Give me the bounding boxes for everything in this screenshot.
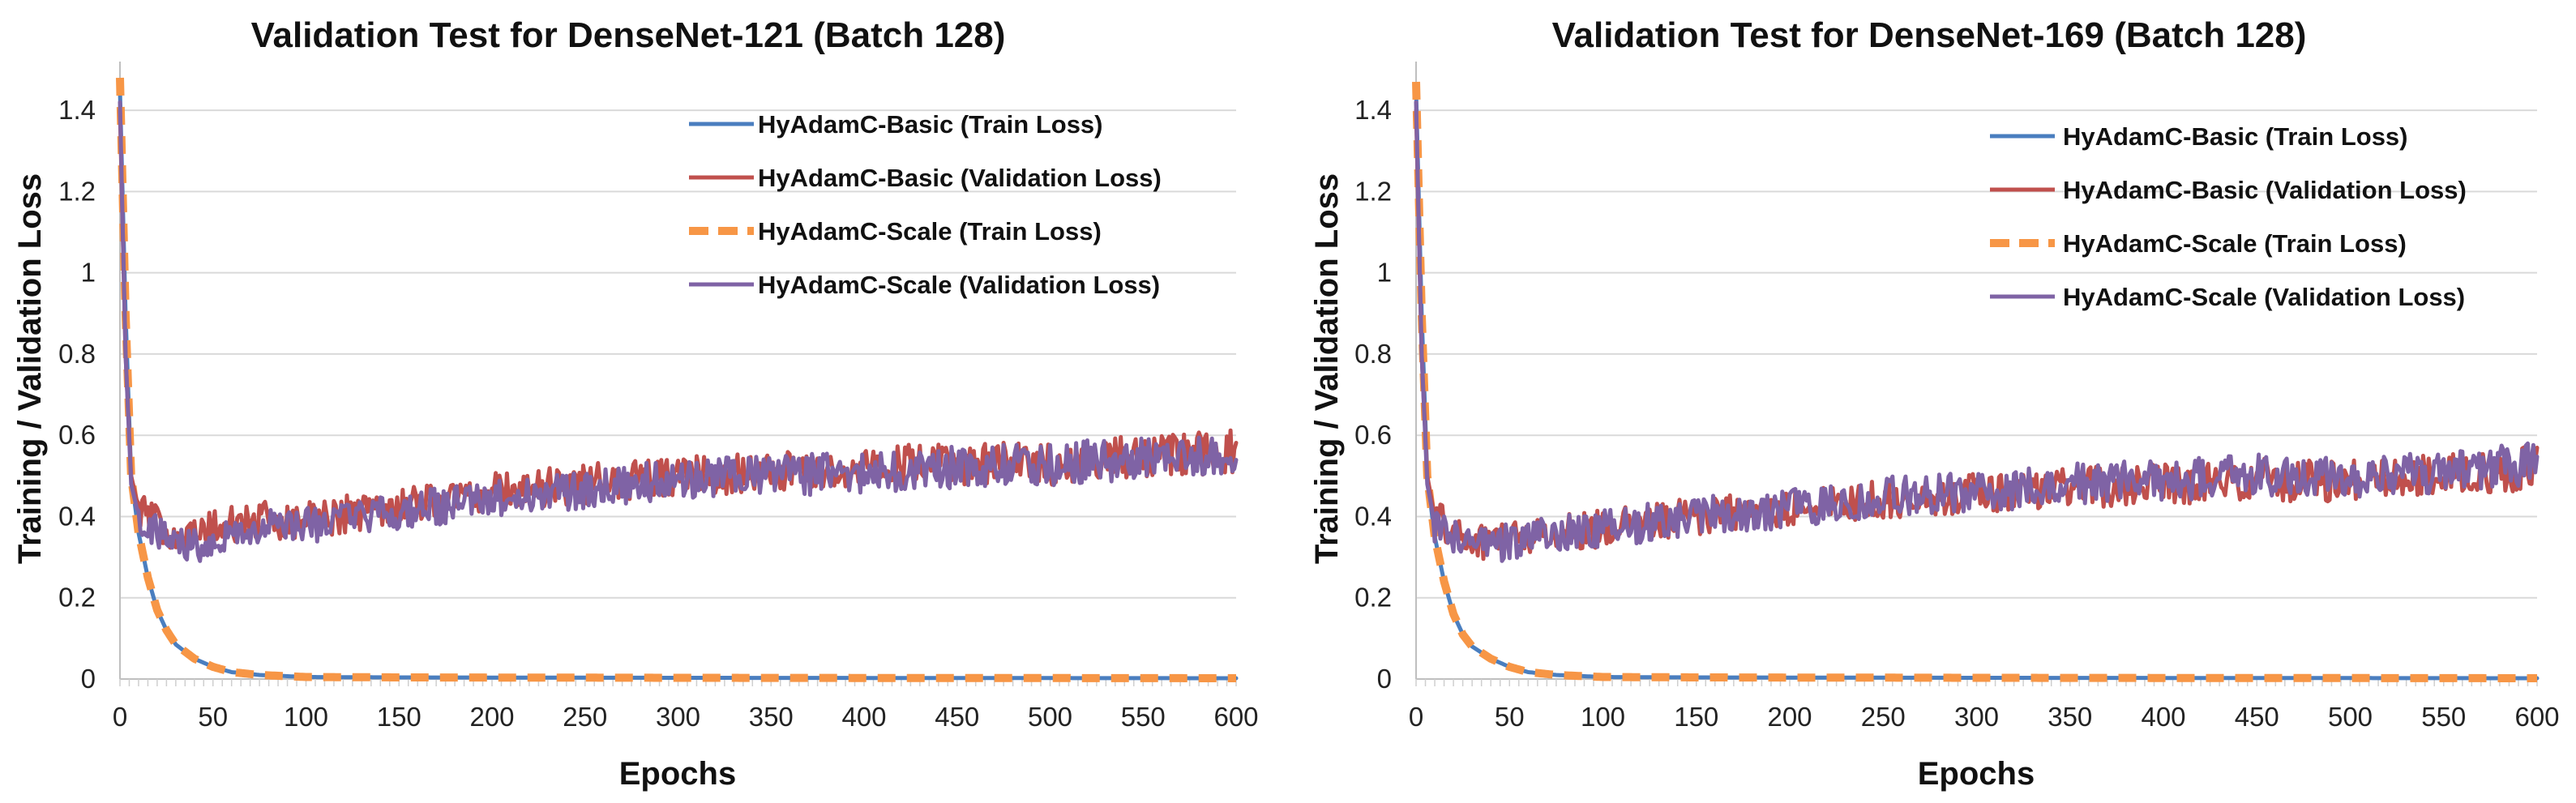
y-tick-label: 1	[1377, 258, 1392, 288]
x-tick-label: 450	[935, 702, 979, 732]
y-tick-label: 0.8	[1354, 339, 1392, 369]
x-tick-label: 350	[749, 702, 794, 732]
y-tick-label: 1.4	[58, 95, 96, 125]
x-tick-label: 0	[113, 702, 127, 732]
x-tick-label: 400	[841, 702, 886, 732]
x-tick-label: 50	[198, 702, 228, 732]
series-line-4	[1414, 100, 2540, 563]
chart-title: Validation Test for DenseNet-121 (Batch …	[251, 15, 1006, 55]
x-tick-label: 600	[2514, 702, 2559, 732]
x-tick-label: 550	[2421, 702, 2466, 732]
y-tick-label: 1.2	[58, 176, 96, 206]
legend-label: HyAdamC-Scale (Validation Loss)	[2063, 283, 2465, 311]
legend-label: HyAdamC-Scale (Train Loss)	[2063, 229, 2407, 258]
x-axis-label: Epochs	[1918, 756, 2035, 792]
y-tick-label: 0	[1377, 664, 1392, 694]
y-tick-label: 1	[81, 258, 96, 288]
y-tick-label: 0.4	[58, 501, 96, 531]
y-tick-label: 0.6	[58, 420, 96, 450]
x-tick-label: 100	[284, 702, 328, 732]
chart-title: Validation Test for DenseNet-169 (Batch …	[1552, 15, 2307, 55]
y-axis-label: Training / Validation Loss	[12, 173, 48, 564]
y-tick-label: 1.4	[1354, 95, 1392, 125]
y-tick-label: 0.6	[1354, 420, 1392, 450]
x-tick-label: 600	[1213, 702, 1258, 732]
x-tick-label: 150	[377, 702, 421, 732]
x-tick-label: 250	[1861, 702, 1906, 732]
x-tick-label: 250	[563, 702, 607, 732]
x-tick-label: 350	[2048, 702, 2092, 732]
legend-label: HyAdamC-Basic (Train Loss)	[758, 110, 1103, 139]
x-tick-label: 50	[1495, 702, 1525, 732]
y-tick-label: 0.2	[1354, 583, 1392, 613]
x-tick-label: 500	[2328, 702, 2373, 732]
series-line-3	[116, 77, 1239, 682]
y-tick-label: 0	[81, 664, 96, 694]
y-tick-label: 0.2	[58, 583, 96, 613]
x-axis-label: Epochs	[619, 756, 736, 792]
x-tick-label: 0	[1409, 702, 1423, 732]
series-line-3	[1412, 81, 2540, 682]
legend-label: HyAdamC-Basic (Validation Loss)	[758, 164, 1162, 192]
y-tick-label: 0.4	[1354, 501, 1392, 531]
x-tick-label: 200	[469, 702, 514, 732]
legend-label: HyAdamC-Basic (Train Loss)	[2063, 122, 2408, 151]
y-axis-label: Training / Validation Loss	[1309, 173, 1345, 564]
y-tick-label: 0.8	[58, 339, 96, 369]
x-tick-label: 500	[1028, 702, 1072, 732]
y-tick-label: 1.2	[1354, 176, 1392, 206]
legend-label: HyAdamC-Basic (Validation Loss)	[2063, 176, 2467, 204]
legend-label: HyAdamC-Scale (Validation Loss)	[758, 271, 1160, 299]
series-line-4	[118, 100, 1239, 563]
x-tick-label: 300	[656, 702, 700, 732]
x-tick-label: 400	[2141, 702, 2185, 732]
x-tick-label: 100	[1581, 702, 1625, 732]
x-tick-label: 200	[1767, 702, 1812, 732]
x-tick-label: 450	[2235, 702, 2279, 732]
x-tick-label: 300	[1954, 702, 1999, 732]
x-tick-label: 550	[1121, 702, 1166, 732]
legend-label: HyAdamC-Scale (Train Loss)	[758, 217, 1102, 246]
x-tick-label: 150	[1674, 702, 1718, 732]
